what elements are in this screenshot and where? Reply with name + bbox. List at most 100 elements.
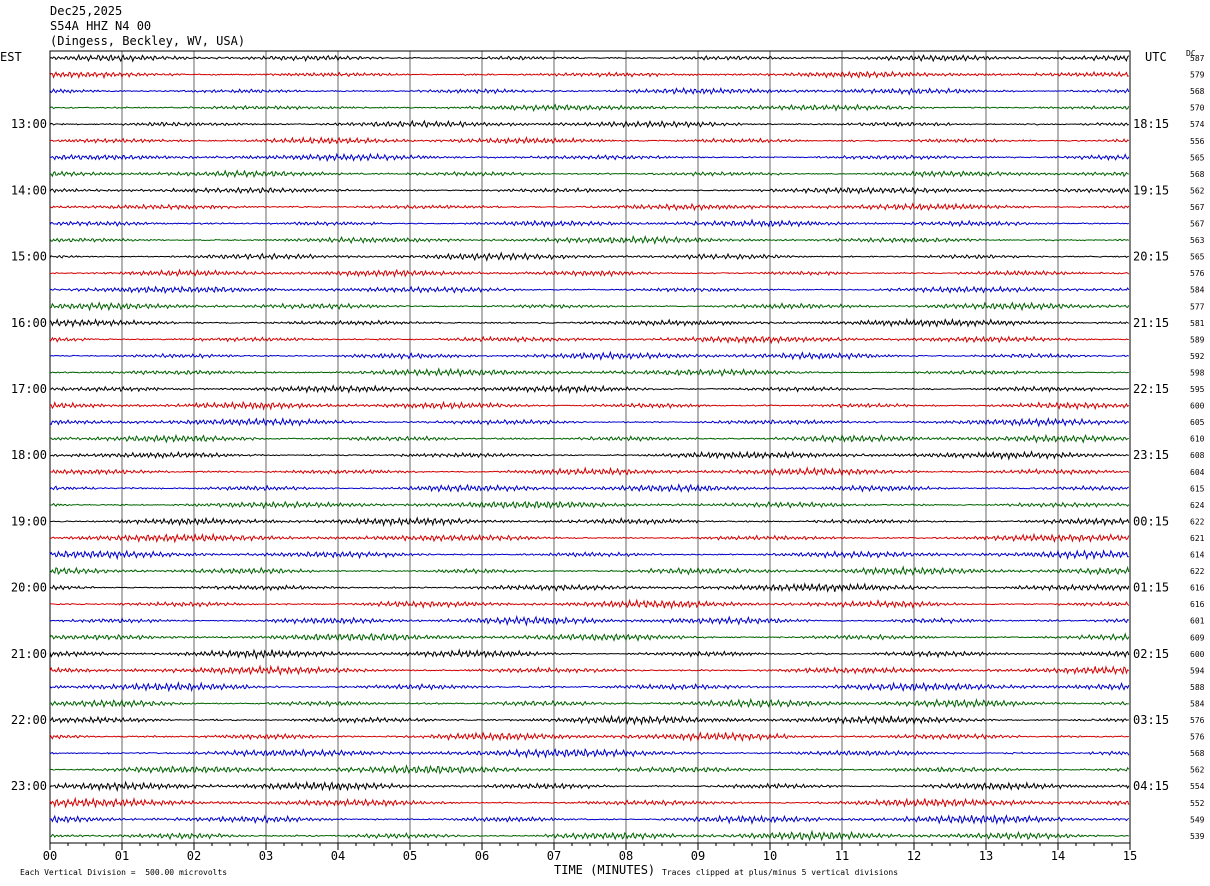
dc-offset-label: 576 — [1190, 269, 1205, 278]
x-tick-label: 06 — [475, 849, 489, 863]
clip-note: Traces clipped at plus/minus 5 vertical … — [662, 868, 899, 877]
trace-row-41 — [49, 731, 1130, 743]
dc-offset-label: 600 — [1190, 402, 1205, 411]
trace-row-46 — [49, 814, 1130, 826]
dc-offset-label: 579 — [1190, 71, 1205, 80]
plot-frame — [49, 50, 1131, 844]
seismic-traces — [49, 53, 1130, 842]
utc-hour-label: 00:15 — [1133, 514, 1169, 528]
dc-offset-label: 565 — [1190, 153, 1205, 162]
trace-row-8 — [49, 186, 1130, 195]
x-tick-label: 11 — [835, 849, 849, 863]
dc-offset-label: 563 — [1190, 236, 1205, 245]
x-axis-title: TIME (MINUTES) — [554, 863, 656, 877]
dc-offset-label: 616 — [1190, 584, 1205, 593]
chart-date: Dec25,2025 — [50, 4, 123, 18]
dc-offset-label: 568 — [1190, 170, 1205, 179]
x-tick-label: 10 — [763, 849, 777, 863]
dc-offset-label: 584 — [1190, 699, 1205, 708]
x-tick-label: 07 — [547, 849, 561, 863]
dc-offset-label: 600 — [1190, 650, 1205, 659]
est-hour-label: 16:00 — [11, 316, 47, 330]
x-tick-label: 05 — [403, 849, 417, 863]
trace-row-43 — [49, 764, 1130, 775]
trace-row-4 — [49, 119, 1129, 129]
trace-row-15 — [49, 301, 1130, 312]
dc-offset-label: 565 — [1190, 253, 1205, 262]
trace-row-42 — [49, 747, 1130, 759]
x-tick-label: 09 — [691, 849, 705, 863]
trace-row-1 — [49, 70, 1129, 80]
trace-row-21 — [49, 400, 1130, 411]
trace-row-44 — [49, 780, 1130, 793]
dc-offset-label: 539 — [1190, 832, 1205, 841]
trace-row-18 — [49, 350, 1129, 361]
utc-hour-label: 20:15 — [1133, 250, 1169, 264]
trace-row-38 — [49, 680, 1130, 693]
utc-hour-label: 04:15 — [1133, 779, 1169, 793]
trace-row-32 — [49, 582, 1130, 593]
trace-row-39 — [49, 697, 1129, 709]
station-location: (Dingess, Beckley, WV, USA) — [50, 34, 246, 48]
dc-offset-label: 574 — [1190, 120, 1205, 129]
trace-row-14 — [49, 285, 1130, 295]
trace-row-28 — [49, 516, 1130, 528]
x-tick-label: 14 — [1051, 849, 1065, 863]
dc-offset-label: 584 — [1190, 286, 1205, 295]
utc-hour-label: 18:15 — [1133, 117, 1169, 131]
dc-offset-label: 595 — [1190, 385, 1205, 394]
trace-row-16 — [49, 317, 1130, 329]
est-hour-label: 23:00 — [11, 779, 47, 793]
dc-offset-label: 554 — [1190, 782, 1205, 791]
dc-offset-label: 605 — [1190, 418, 1205, 427]
dc-offset-label: 592 — [1190, 352, 1205, 361]
axis-labels: 00 01 02 03 04 05 06 07 08 09 10 11 12 13 14 15 587 579 56… — [11, 54, 1205, 863]
trace-row-27 — [49, 500, 1130, 510]
dc-offset-label: 615 — [1190, 484, 1205, 493]
trace-row-2 — [49, 86, 1130, 96]
dc-offset-label: 604 — [1190, 468, 1205, 477]
trace-row-31 — [49, 565, 1130, 576]
trace-row-40 — [49, 714, 1129, 726]
trace-row-23 — [49, 433, 1129, 444]
dc-offset-label: 567 — [1190, 220, 1205, 229]
dc-offset-label: 568 — [1190, 749, 1205, 758]
trace-row-19 — [49, 367, 1129, 378]
est-hour-label: 18:00 — [11, 448, 47, 462]
dc-offset-label: 562 — [1190, 186, 1205, 195]
trace-row-3 — [49, 103, 1130, 112]
est-hour-label: 22:00 — [11, 713, 47, 727]
utc-hour-label: 23:15 — [1133, 448, 1169, 462]
trace-row-5 — [49, 135, 1130, 145]
trace-row-12 — [49, 251, 1129, 262]
est-hour-label: 17:00 — [11, 382, 47, 396]
est-hour-label: 14:00 — [11, 183, 47, 197]
est-hour-label: 15:00 — [11, 250, 47, 264]
dc-offset-label: 601 — [1190, 617, 1205, 626]
dc-offset-label: 576 — [1190, 716, 1205, 725]
dc-offset-label: 568 — [1190, 87, 1205, 96]
trace-row-25 — [49, 466, 1130, 477]
trace-row-20 — [49, 384, 1129, 395]
utc-hour-label: 19:15 — [1133, 183, 1169, 197]
dc-offset-label: 562 — [1190, 766, 1205, 775]
dc-offset-label: 576 — [1190, 733, 1205, 742]
utc-hour-label: 03:15 — [1133, 713, 1169, 727]
dc-label: DC — [1186, 49, 1196, 58]
dc-offset-label: 581 — [1190, 319, 1205, 328]
x-tick-label: 08 — [619, 849, 633, 863]
trace-row-0 — [49, 53, 1130, 63]
dc-offset-label: 614 — [1190, 551, 1205, 560]
dc-offset-label: 616 — [1190, 600, 1205, 609]
x-tick-label: 13 — [979, 849, 993, 863]
x-tick-label: 00 — [43, 849, 57, 863]
utc-hour-label: 02:15 — [1133, 647, 1169, 661]
est-hour-label: 21:00 — [11, 647, 47, 661]
trace-row-24 — [49, 450, 1129, 461]
utc-hour-label: 22:15 — [1133, 382, 1169, 396]
trace-row-17 — [49, 335, 1129, 345]
dc-offset-label: 610 — [1190, 435, 1205, 444]
dc-offset-label: 587 — [1190, 54, 1205, 63]
trace-row-6 — [49, 152, 1130, 163]
